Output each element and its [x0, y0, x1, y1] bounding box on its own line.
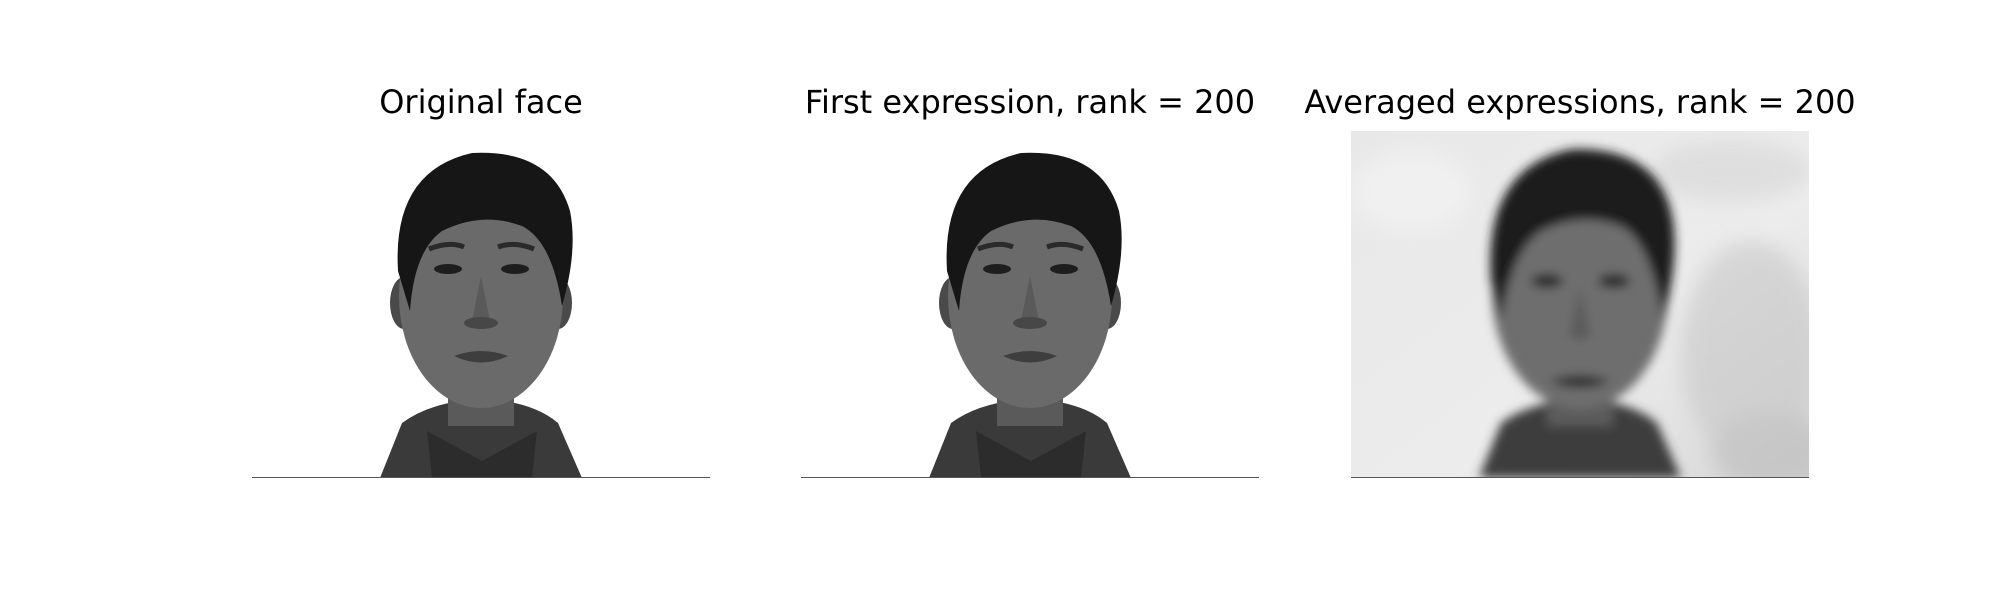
face-image-first-expression [801, 131, 1259, 478]
axis-baseline [252, 477, 710, 478]
axis-baseline [1351, 477, 1809, 478]
panel-title: Averaged expressions, rank = 200 [1304, 83, 1856, 121]
panel-title: First expression, rank = 200 [804, 83, 1256, 121]
panel-title: Original face [379, 83, 583, 121]
face-image-original [252, 131, 710, 478]
panel-averaged-expressions: Averaged expressions, rank = 200 [1304, 0, 1856, 600]
panel-original-face: Original face [252, 0, 710, 600]
face-image-averaged-expressions [1351, 131, 1809, 478]
axis-baseline [801, 477, 1259, 478]
panel-first-expression: First expression, rank = 200 [801, 0, 1259, 600]
